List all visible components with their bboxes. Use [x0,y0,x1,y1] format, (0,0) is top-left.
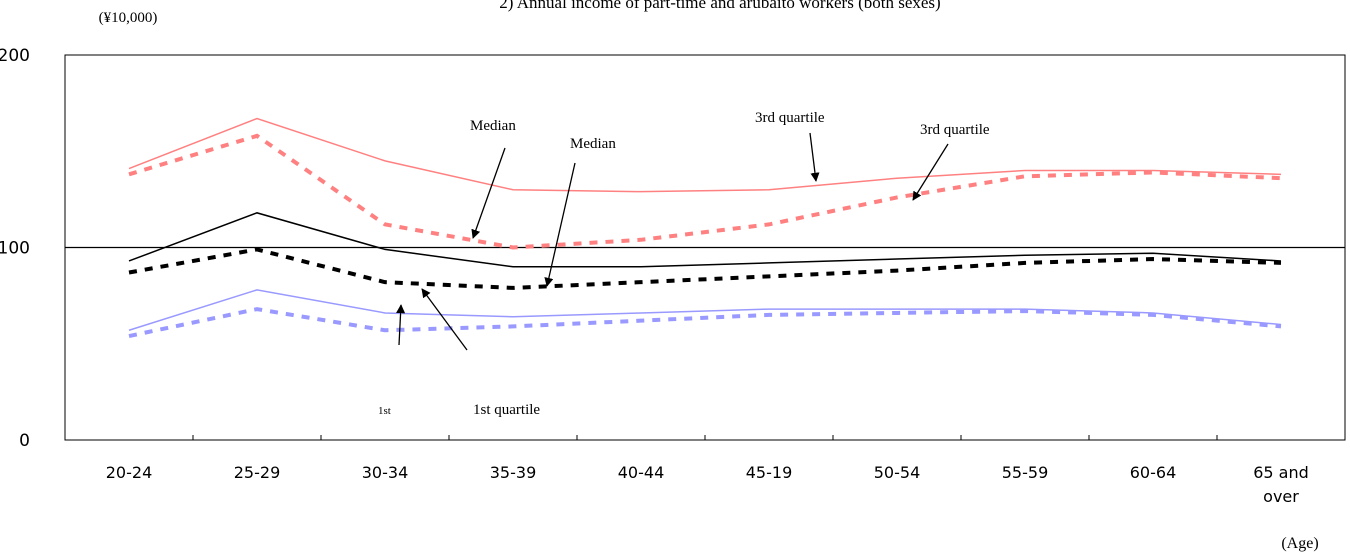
annotation-1st-clipped: 1st [378,405,391,417]
x-tick-label: 20-24 [106,463,153,482]
annotation-median-dashed: Median [470,118,516,134]
arrow-3rd-quartile-dashed [912,143,949,201]
y-tick-label: 0 [19,431,30,451]
series-1st-quartile-dashed [128,307,1282,339]
arrow-1st-quartile-up [396,304,406,346]
chart-title: 2) Annual income of part-time and arubai… [499,0,940,12]
unit-label: (¥10,000) [99,10,158,26]
x-tick-label: 40-44 [618,463,665,482]
x-tick-label: 30-34 [362,463,409,482]
x-tick-label: 55-59 [1002,463,1049,482]
series-3rd-quartile-dashed [128,133,1282,250]
grid-layer: 0 100 200 20-24 25-29 30-34 35-39 40-44 45-19 50-… [0,46,1346,506]
annotation-median-solid: Median [570,136,616,152]
series-1st-quartile-solid [128,289,1282,331]
x-tick-label: 50-54 [874,463,921,482]
y-tick-label: 200 [0,46,30,66]
x-axis-label: (Age) [1281,535,1318,552]
y-tick-label: 100 [0,239,30,259]
series-median-solid [128,212,1282,268]
series-median-dashed [128,247,1282,290]
x-tick-label: 45-19 [746,463,793,482]
arrow-median-solid [544,162,576,287]
x-tick-label: 25-29 [234,463,281,482]
annotation-1st-quartile: 1st quartile [473,402,540,418]
arrow-1st-quartile-diagonal [421,288,468,351]
series-3rd-quartile-solid [128,117,1282,193]
arrows-layer [396,132,949,351]
x-tick-label: 35-39 [490,463,537,482]
arrow-median-dashed [471,147,506,239]
annotation-3rd-quartile-solid: 3rd quartile [755,110,825,126]
x-tick-label: 60-64 [1130,463,1177,482]
arrow-3rd-quartile-solid [809,132,820,182]
x-tick-label: 65 and over [1253,463,1309,506]
series-layer [128,117,1282,339]
annotation-3rd-quartile-dashed: 3rd quartile [920,122,990,138]
